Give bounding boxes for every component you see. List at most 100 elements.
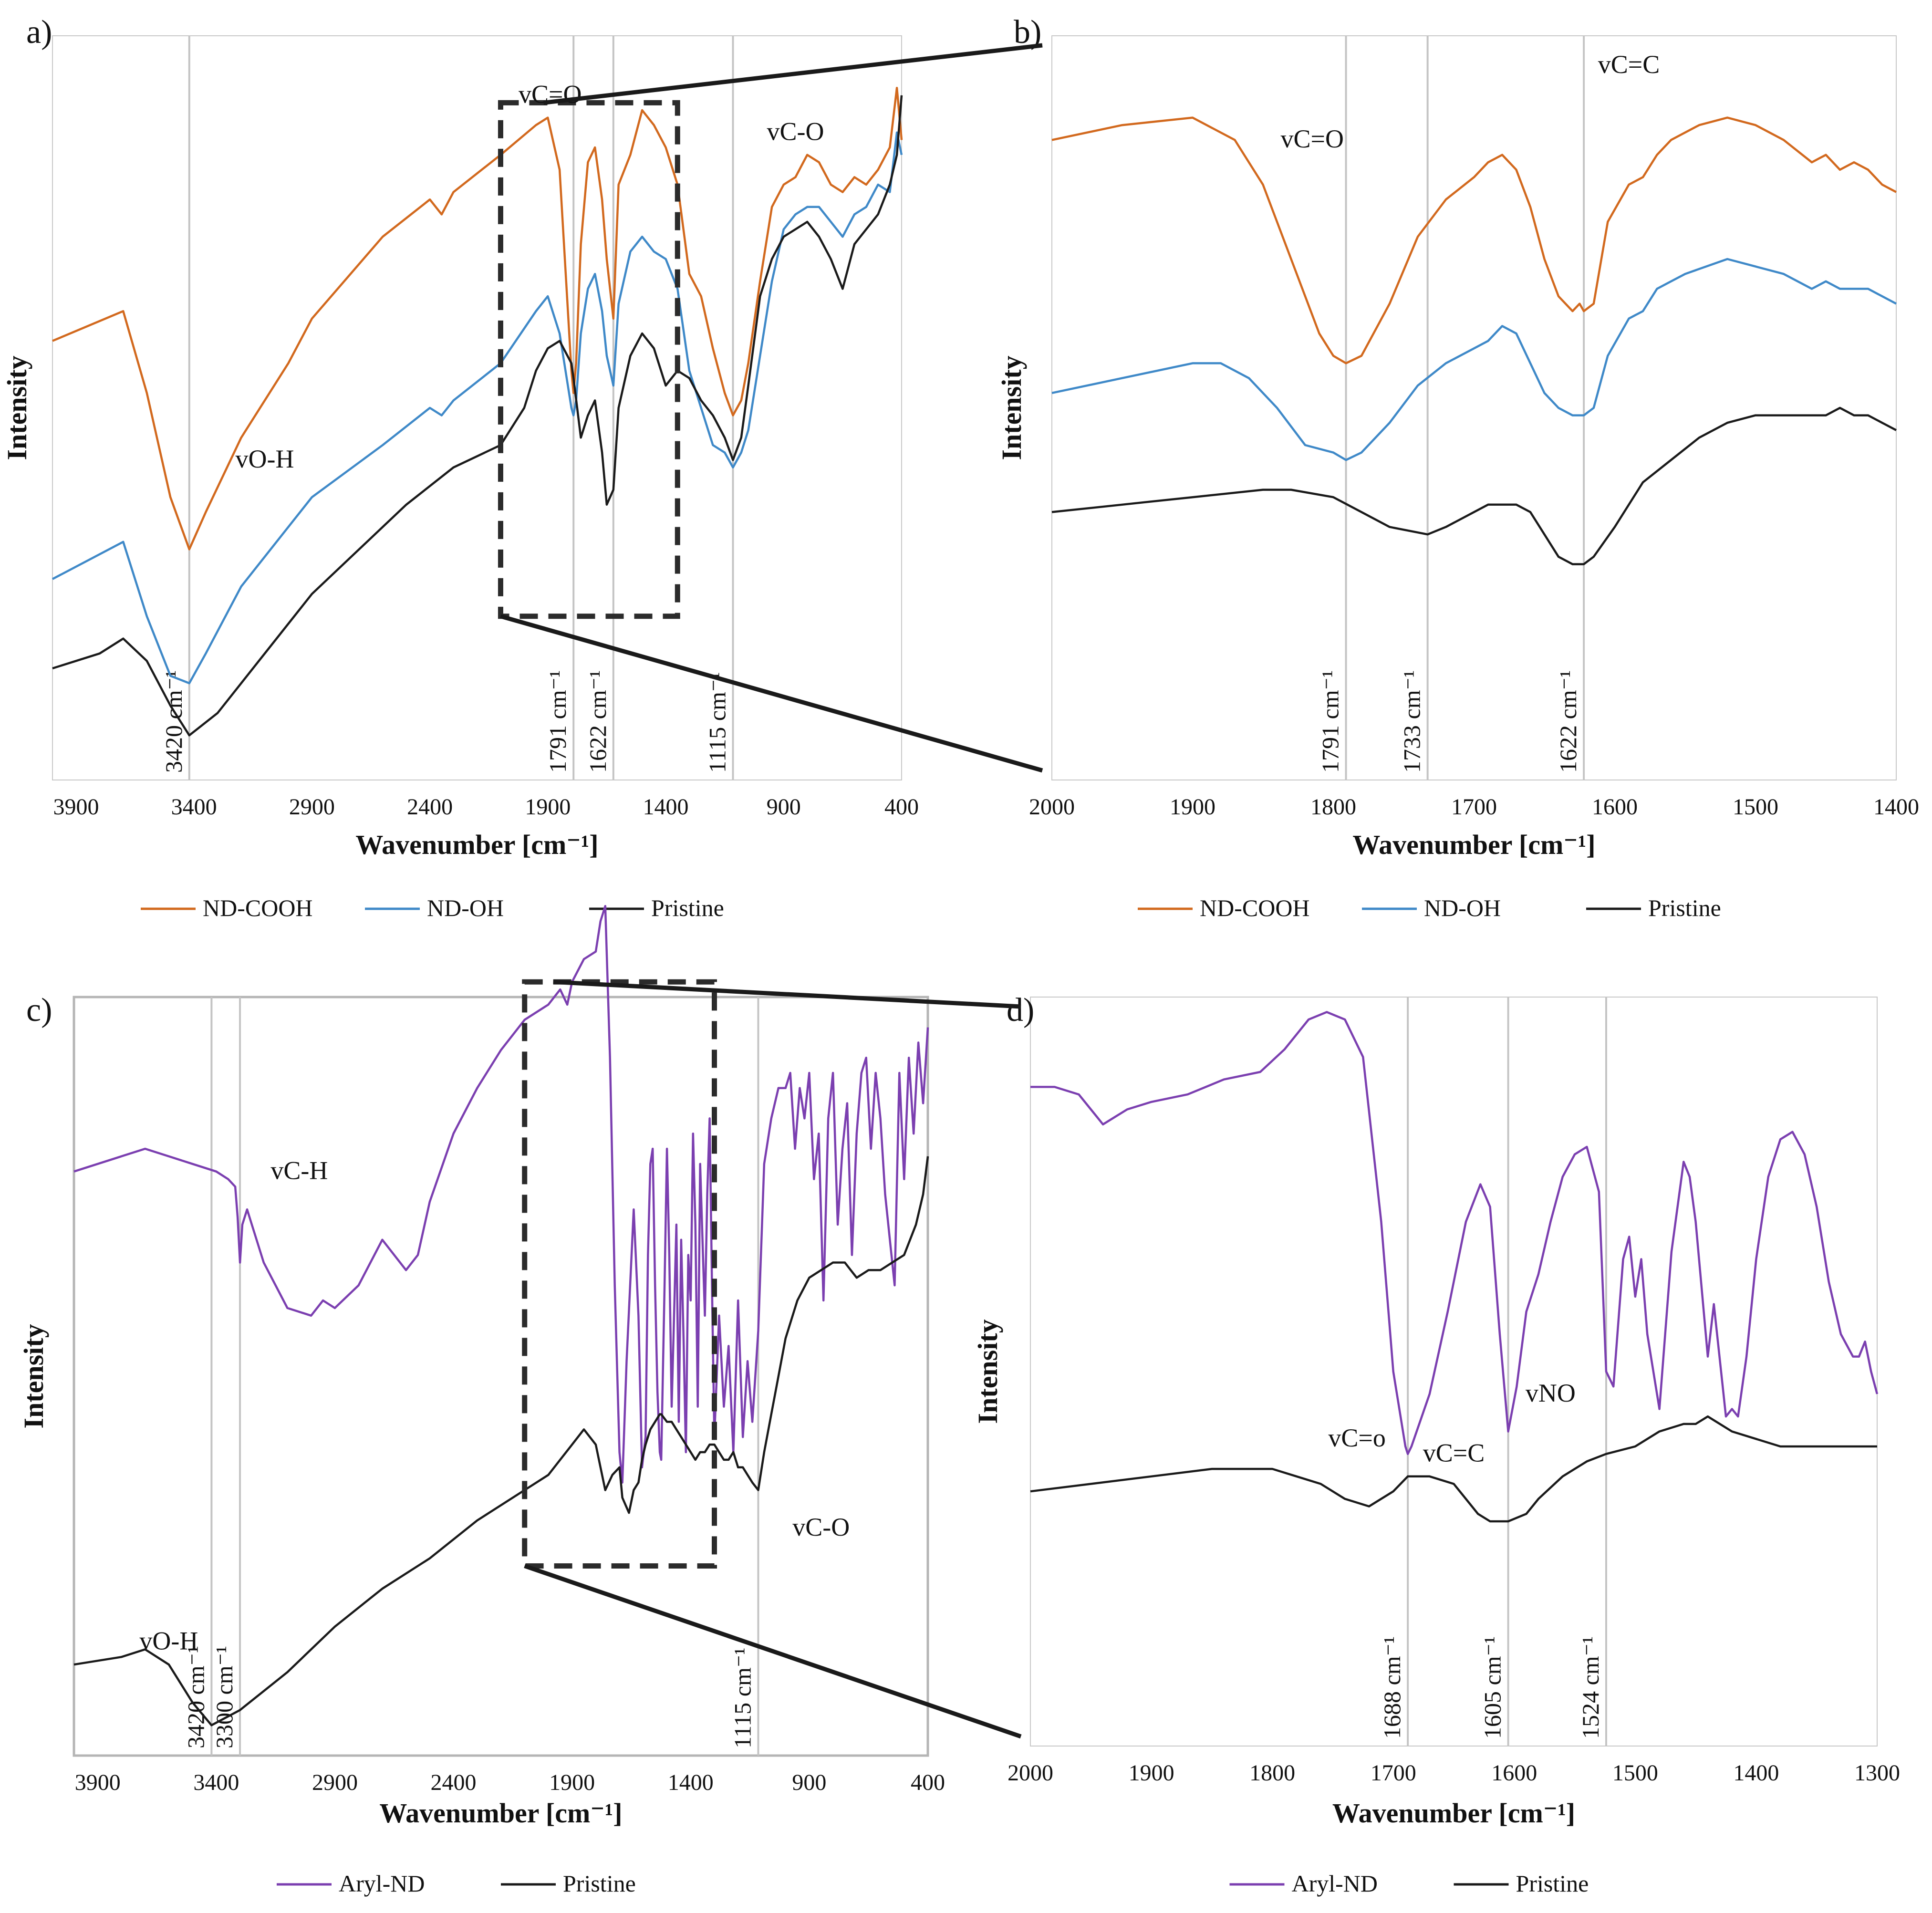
panel-c: 3420 cm⁻¹ 3300 cm⁻¹ 1115 cm⁻¹ vC-H vO-H vC-O 3… xyxy=(18,905,945,1897)
x-tick-label: 3900 xyxy=(75,1770,121,1795)
x-tick-label: 1900 xyxy=(1129,1760,1174,1786)
x-tick-label: 1800 xyxy=(1249,1760,1295,1786)
x-tick-label: 1800 xyxy=(1310,794,1356,820)
series-line-aryl-nd xyxy=(1030,1011,1879,1455)
peak-annotation: vC=C xyxy=(1598,50,1660,79)
x-tick-label: 2400 xyxy=(431,1770,477,1795)
zoom-box xyxy=(522,979,717,1569)
legend-label: Pristine xyxy=(1516,1870,1589,1897)
reference-line-label: 1524 cm⁻¹ xyxy=(1577,1636,1604,1739)
y-axis-title: Intensity xyxy=(972,1319,1003,1424)
y-axis-title: Intensity xyxy=(18,1324,49,1428)
x-tick-label: 1400 xyxy=(668,1770,714,1795)
plot-frame xyxy=(52,35,902,780)
panel-a: 3420 cm⁻¹ 1791 cm⁻¹ 1622 cm⁻¹ 1115 cm⁻¹ vO-H… xyxy=(1,14,919,921)
reference-line-label: 1605 cm⁻¹ xyxy=(1479,1636,1506,1739)
panel-b: 1791 cm⁻¹ 1733 cm⁻¹ 1622 cm⁻¹ vC=O vC=C 2000 1… xyxy=(996,14,1919,921)
peak-annotation: vC=C xyxy=(1423,1438,1485,1467)
peak-annotation: vC=O xyxy=(1281,125,1344,153)
panel-label: a) xyxy=(26,14,52,51)
x-tick-label: 900 xyxy=(792,1770,826,1795)
legend-label: Aryl-ND xyxy=(339,1870,425,1897)
series-line-pristine xyxy=(52,95,903,737)
zoom-connector-bottom xyxy=(500,614,1043,773)
legend-label: ND-OH xyxy=(427,894,504,921)
peak-annotation: vO-H xyxy=(236,445,294,473)
reference-line-label: 1115 cm⁻¹ xyxy=(704,672,730,773)
peak-annotation: vNO xyxy=(1526,1379,1576,1407)
legend-label: Pristine xyxy=(651,894,724,921)
zoom-connector-bottom xyxy=(524,1564,1022,1739)
x-axis-title: Wavenumber [cm⁻¹] xyxy=(1332,1798,1575,1829)
panel-label: c) xyxy=(26,992,52,1029)
series-line-pristine xyxy=(1051,406,1897,565)
peak-annotation: vC=o xyxy=(1328,1424,1385,1452)
x-tick-label: 900 xyxy=(767,794,801,820)
reference-line-label: 1688 cm⁻¹ xyxy=(1379,1636,1405,1739)
series-line-nd-cooh xyxy=(1051,116,1897,364)
x-tick-label: 1700 xyxy=(1371,1760,1416,1786)
x-tick-label: 3400 xyxy=(193,1770,239,1795)
series-line-nd-oh xyxy=(52,131,903,685)
reference-line-label: 3420 cm⁻¹ xyxy=(182,1646,209,1748)
legend-label: ND-COOH xyxy=(203,894,313,921)
zoom-connector-top xyxy=(543,43,1043,105)
series-line-pristine xyxy=(1030,1415,1877,1523)
y-axis-title: Intensity xyxy=(996,355,1027,460)
y-axis-title: Intensity xyxy=(1,355,32,460)
plot-frame xyxy=(1051,35,1897,780)
zoom-connector-top xyxy=(553,979,1021,1009)
x-axis-title: Wavenumber [cm⁻¹] xyxy=(1352,829,1595,860)
x-tick-label: 2900 xyxy=(312,1770,358,1795)
x-tick-label: 1400 xyxy=(643,794,689,820)
x-tick-label: 1900 xyxy=(549,1770,595,1795)
legend-label: Aryl-ND xyxy=(1292,1870,1378,1897)
reference-line-label: 3300 cm⁻¹ xyxy=(211,1646,238,1748)
x-tick-label: 1900 xyxy=(525,794,571,820)
peak-annotation: vC-O xyxy=(792,1513,850,1541)
reference-line-label: 1622 cm⁻¹ xyxy=(1555,670,1581,773)
peak-annotation: vO-H xyxy=(139,1626,198,1655)
series-line-aryl-nd xyxy=(73,905,929,1484)
x-tick-label: 1300 xyxy=(1854,1760,1900,1786)
series-line-nd-oh xyxy=(1051,258,1897,461)
legend-label: ND-OH xyxy=(1424,894,1501,921)
plot-frame xyxy=(1030,997,1878,1747)
panel-d: 1688 cm⁻¹ 1605 cm⁻¹ 1524 cm⁻¹ vC=o vC=C vNO 20… xyxy=(972,992,1900,1897)
x-axis-title: Wavenumber [cm⁻¹] xyxy=(355,829,598,860)
x-tick-label: 2000 xyxy=(1008,1760,1053,1786)
x-tick-label: 1500 xyxy=(1733,794,1778,820)
reference-line-label: 1622 cm⁻¹ xyxy=(584,670,611,773)
x-tick-label: 1400 xyxy=(1733,1760,1779,1786)
zoom-connectors xyxy=(500,43,1043,1739)
legend-label: Pristine xyxy=(563,1870,636,1897)
x-tick-label: 1400 xyxy=(1873,794,1919,820)
peak-annotation: vC=O xyxy=(519,80,582,108)
reference-line-label: 1115 cm⁻¹ xyxy=(729,1648,756,1748)
zoom-box xyxy=(498,100,680,619)
x-tick-label: 1900 xyxy=(1170,794,1215,820)
x-tick-label: 2400 xyxy=(407,794,453,820)
peak-annotation: vC-O xyxy=(767,117,824,146)
series-line-pristine xyxy=(73,1156,929,1726)
x-tick-label: 1500 xyxy=(1612,1760,1658,1786)
series-line-nd-cooh xyxy=(52,86,903,551)
panel-label: d) xyxy=(1007,992,1034,1029)
x-tick-label: 1700 xyxy=(1451,794,1497,820)
plot-frame xyxy=(73,996,929,1757)
x-tick-label: 2000 xyxy=(1029,794,1075,820)
reference-line-label: 3420 cm⁻¹ xyxy=(160,670,187,773)
x-tick-label: 400 xyxy=(911,1770,945,1795)
legend-label: ND-COOH xyxy=(1200,894,1310,921)
reference-line-label: 1791 cm⁻¹ xyxy=(1317,670,1344,773)
x-tick-label: 2900 xyxy=(289,794,335,820)
x-tick-label: 3900 xyxy=(53,794,99,820)
x-tick-label: 1600 xyxy=(1491,1760,1537,1786)
x-tick-label: 3400 xyxy=(171,794,217,820)
x-tick-label: 400 xyxy=(884,794,919,820)
legend-label: Pristine xyxy=(1648,894,1721,921)
x-axis-title: Wavenumber [cm⁻¹] xyxy=(379,1798,622,1829)
x-tick-label: 1600 xyxy=(1592,794,1638,820)
reference-line-label: 1791 cm⁻¹ xyxy=(544,670,571,773)
